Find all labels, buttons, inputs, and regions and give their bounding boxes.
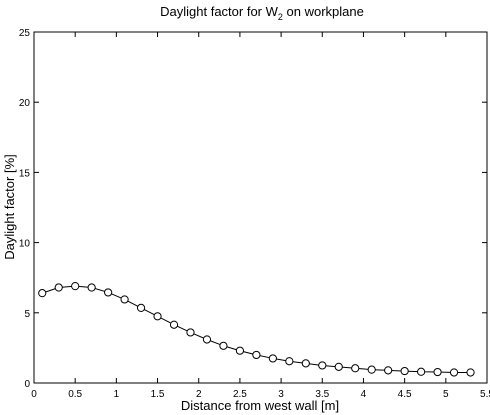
x-tick-label: 5 (443, 389, 449, 400)
x-tick-label: 0.5 (68, 389, 82, 400)
data-point (186, 328, 195, 337)
data-point (235, 346, 245, 355)
y-tick-labels: 0 5 10 15 20 25 (19, 28, 31, 390)
data-point (153, 312, 162, 321)
data-point (417, 367, 426, 376)
data-point (219, 341, 228, 350)
data-point (54, 283, 63, 292)
data-point (169, 320, 179, 329)
data-point (38, 289, 47, 298)
x-tick-labels: 0 0.5 1 1.5 2 2.5 3 3.5 4 4.5 5 5.5 (31, 389, 490, 400)
data-point (351, 364, 360, 373)
data-point (301, 359, 310, 368)
x-tick-label: 5.5 (480, 389, 490, 400)
data-point (449, 368, 459, 377)
y-tick-label: 0 (24, 379, 30, 390)
x-tick-label: 1.5 (151, 389, 165, 400)
data-point (87, 283, 96, 292)
data-point (202, 335, 212, 344)
data-point (285, 357, 294, 366)
x-tick-label: 3 (278, 389, 284, 400)
y-tick-label: 25 (19, 28, 31, 39)
data-point (120, 295, 129, 304)
data-point (433, 367, 442, 377)
data-point (367, 365, 376, 374)
data-point (71, 282, 80, 291)
x-tick-label: 3.5 (315, 389, 329, 400)
y-tick-label: 15 (19, 168, 31, 179)
y-tick-label: 20 (19, 98, 31, 109)
x-tick-label: 0 (31, 389, 37, 400)
data-point (252, 350, 261, 360)
chart-title: Daylight factor for W2 on workplane (160, 4, 364, 22)
data-point (400, 366, 409, 376)
x-tick-label: 4.5 (398, 389, 412, 400)
data-point (104, 288, 113, 297)
plot-area (33, 31, 488, 384)
series-line (42, 285, 471, 373)
y-axis-label: Daylight factor [%] (2, 154, 17, 260)
x-axis-label: Distance from west wall [m] (181, 398, 339, 413)
x-tick-label: 4 (361, 389, 367, 400)
data-point (268, 354, 277, 363)
x-tick-label: 1 (114, 389, 120, 400)
y-tick-label: 5 (24, 309, 30, 320)
data-point (466, 368, 475, 377)
axis-ticks (33, 31, 488, 384)
data-point (318, 361, 327, 370)
x-tick-label: 2.5 (233, 389, 247, 400)
data-point (136, 303, 146, 312)
data-point (334, 362, 343, 371)
x-tick-label: 2 (196, 389, 202, 400)
series-markers (38, 282, 475, 377)
y-tick-label: 10 (19, 239, 31, 250)
data-point (384, 366, 393, 375)
